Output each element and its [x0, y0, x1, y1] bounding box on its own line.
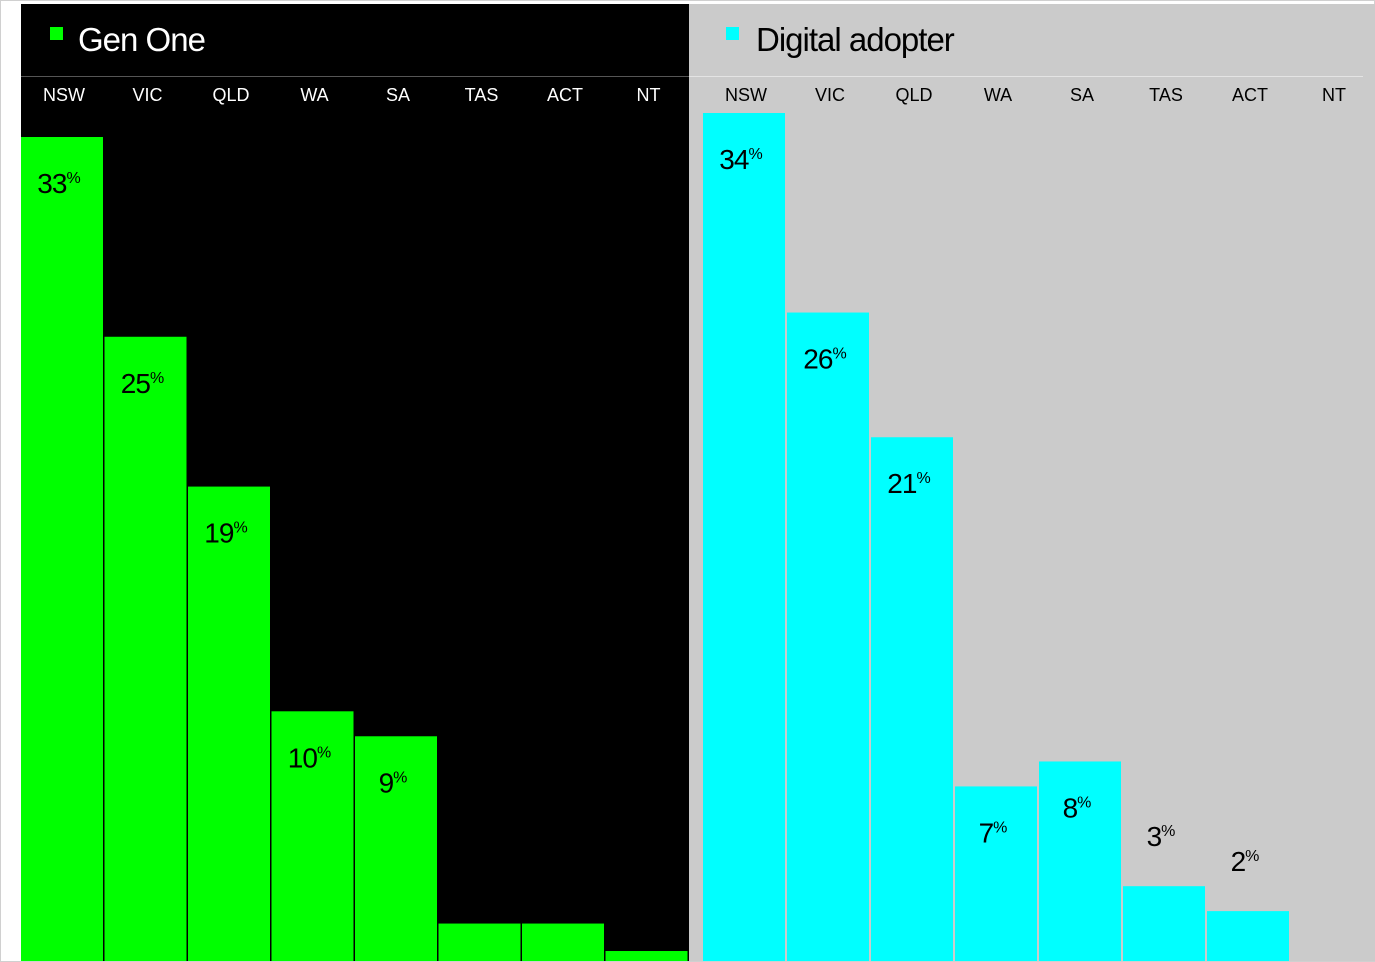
digital-adopter-category-label-wa: WA [984, 85, 1012, 105]
digital-adopter-value-label-qld: 21% [887, 468, 930, 499]
gen-one-bar-act [522, 923, 604, 961]
gen-one-category-label-vic: VIC [132, 85, 162, 105]
gen-one-value-label-qld: 19% [204, 518, 247, 549]
gen-one-value-label-sa: 9% [379, 767, 408, 798]
gen-one-category-label-act: ACT [547, 85, 583, 105]
digital-adopter-value-label-tas: 3% [1147, 821, 1176, 852]
gen-one-panel: Gen One NSW 33% VIC 25% QLD 19% WA 10% SA 9% TAS AC… [21, 4, 689, 961]
digital-adopter-value-label-vic: 26% [803, 344, 846, 375]
digital-adopter-value-label-wa: 7% [979, 817, 1008, 848]
gen-one-bar-vic [104, 336, 187, 961]
gen-one-title: Gen One [78, 21, 206, 58]
gen-one-bar-tas [438, 923, 521, 961]
digital-adopter-bar-chart: NSW 34% VIC 26% QLD 21% WA 7% SA 8% TAS 3% ACT 2% NT [703, 85, 1346, 961]
gen-one-category-label-nsw: NSW [43, 85, 85, 105]
digital-adopter-category-label-qld: QLD [895, 85, 932, 105]
gen-one-bar-nsw [21, 137, 103, 961]
digital-adopter-value-label-sa: 8% [1063, 792, 1092, 823]
gen-one-category-label-nt: NT [637, 85, 661, 105]
digital-adopter-bar-act [1207, 911, 1289, 961]
gen-one-value-label-nsw: 33% [37, 168, 80, 199]
digital-adopter-bar-nsw [703, 113, 785, 961]
gen-one-bar-chart: NSW 33% VIC 25% QLD 19% WA 10% SA 9% TAS ACT NT [21, 85, 688, 961]
gen-one-bar-sa [355, 736, 437, 961]
gen-one-value-label-wa: 10% [288, 742, 331, 773]
gen-one-category-label-qld: QLD [212, 85, 249, 105]
digital-adopter-bar-qld [871, 437, 953, 961]
digital-adopter-category-label-sa: SA [1070, 85, 1094, 105]
gen-one-category-label-wa: WA [300, 85, 328, 105]
digital-adopter-category-label-tas: TAS [1149, 85, 1183, 105]
gen-one-category-label-tas: TAS [465, 85, 499, 105]
digital-adopter-header: Digital adopter [689, 4, 1363, 77]
digital-adopter-value-label-act: 2% [1231, 846, 1260, 877]
digital-adopter-bar-vic [787, 312, 869, 961]
digital-adopter-bar-wa [955, 786, 1037, 961]
digital-adopter-legend-swatch [726, 27, 739, 40]
gen-one-bar-wa [271, 711, 354, 961]
gen-one-legend-swatch [50, 27, 63, 40]
gen-one-bar-nt [605, 951, 688, 961]
gen-one-bar-qld [188, 486, 270, 961]
digital-adopter-category-label-vic: VIC [815, 85, 845, 105]
digital-adopter-category-label-nt: NT [1322, 85, 1346, 105]
gen-one-header: Gen One [21, 4, 689, 77]
digital-adopter-title: Digital adopter [756, 21, 955, 58]
gen-one-value-label-vic: 25% [121, 368, 164, 399]
digital-adopter-bar-tas [1123, 886, 1205, 961]
digital-adopter-category-label-nsw: NSW [725, 85, 767, 105]
digital-adopter-category-label-act: ACT [1232, 85, 1268, 105]
digital-adopter-bar-sa [1039, 761, 1121, 961]
gen-one-category-label-sa: SA [386, 85, 410, 105]
digital-adopter-panel: Digital adopter NSW 34% VIC 26% QLD 21% WA 7% SA… [689, 4, 1375, 961]
digital-adopter-value-label-nsw: 34% [719, 144, 762, 175]
